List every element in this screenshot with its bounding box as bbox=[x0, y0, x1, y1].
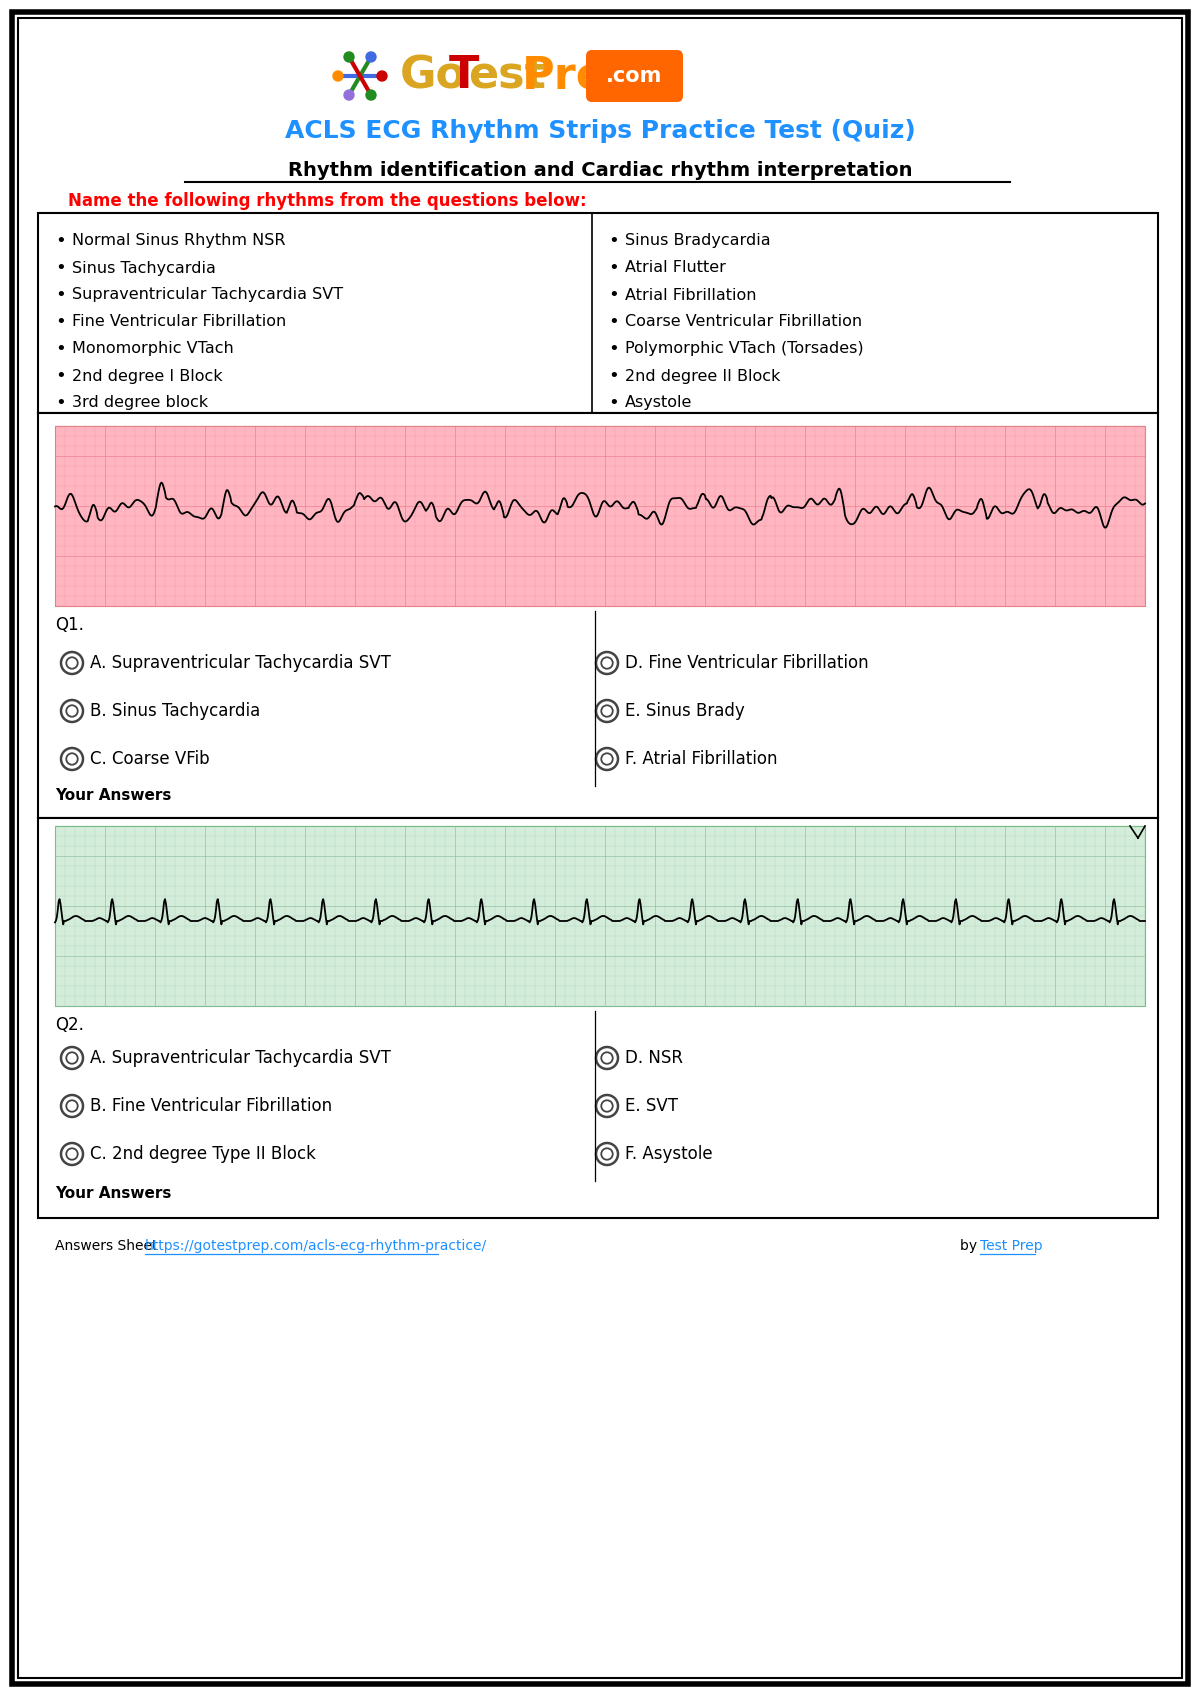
Text: B. Sinus Tachycardia: B. Sinus Tachycardia bbox=[90, 702, 260, 721]
FancyBboxPatch shape bbox=[586, 49, 683, 102]
Text: •: • bbox=[55, 287, 66, 304]
Text: •: • bbox=[608, 232, 619, 249]
Text: •: • bbox=[55, 366, 66, 385]
Text: by: by bbox=[960, 1240, 982, 1253]
Text: C. Coarse VFib: C. Coarse VFib bbox=[90, 750, 210, 768]
Text: Sinus Bradycardia: Sinus Bradycardia bbox=[625, 234, 770, 249]
Text: •: • bbox=[608, 314, 619, 331]
Text: E. Sinus Brady: E. Sinus Brady bbox=[625, 702, 745, 721]
Text: Your Answers: Your Answers bbox=[55, 789, 172, 804]
Text: ACLS ECG Rhythm Strips Practice Test (Quiz): ACLS ECG Rhythm Strips Practice Test (Qu… bbox=[284, 119, 916, 142]
Text: A. Supraventricular Tachycardia SVT: A. Supraventricular Tachycardia SVT bbox=[90, 655, 391, 672]
Text: Monomorphic VTach: Monomorphic VTach bbox=[72, 341, 234, 356]
Text: D. NSR: D. NSR bbox=[625, 1050, 683, 1067]
Circle shape bbox=[366, 90, 376, 100]
Text: Q2.: Q2. bbox=[55, 1016, 84, 1035]
Text: Name the following rhythms from the questions below:: Name the following rhythms from the ques… bbox=[68, 192, 587, 210]
Text: est: est bbox=[468, 54, 546, 97]
Text: •: • bbox=[608, 339, 619, 358]
Text: Test Prep: Test Prep bbox=[980, 1240, 1043, 1253]
Text: •: • bbox=[55, 393, 66, 412]
Text: Sinus Tachycardia: Sinus Tachycardia bbox=[72, 261, 216, 275]
Text: B. Fine Ventricular Fibrillation: B. Fine Ventricular Fibrillation bbox=[90, 1097, 332, 1114]
Text: Normal Sinus Rhythm NSR: Normal Sinus Rhythm NSR bbox=[72, 234, 286, 249]
Text: E. SVT: E. SVT bbox=[625, 1097, 678, 1114]
Text: 2nd degree I Block: 2nd degree I Block bbox=[72, 368, 223, 383]
Text: Atrial Fibrillation: Atrial Fibrillation bbox=[625, 288, 756, 302]
Text: F. Atrial Fibrillation: F. Atrial Fibrillation bbox=[625, 750, 778, 768]
Circle shape bbox=[344, 90, 354, 100]
Text: F. Asystole: F. Asystole bbox=[625, 1145, 713, 1163]
Text: .com: .com bbox=[606, 66, 662, 86]
Text: Supraventricular Tachycardia SVT: Supraventricular Tachycardia SVT bbox=[72, 288, 343, 302]
Text: •: • bbox=[55, 232, 66, 249]
FancyBboxPatch shape bbox=[38, 414, 1158, 817]
Circle shape bbox=[377, 71, 386, 81]
Text: •: • bbox=[608, 287, 619, 304]
Circle shape bbox=[366, 53, 376, 63]
Text: •: • bbox=[55, 314, 66, 331]
Text: Go: Go bbox=[400, 54, 467, 97]
Text: Prep: Prep bbox=[522, 54, 638, 97]
Text: •: • bbox=[55, 259, 66, 276]
Text: 3rd degree block: 3rd degree block bbox=[72, 395, 208, 410]
FancyBboxPatch shape bbox=[38, 214, 1158, 414]
Text: •: • bbox=[608, 259, 619, 276]
Text: C. 2nd degree Type II Block: C. 2nd degree Type II Block bbox=[90, 1145, 316, 1163]
Text: Answers Sheet: Answers Sheet bbox=[55, 1240, 162, 1253]
Text: Polymorphic VTach (Torsades): Polymorphic VTach (Torsades) bbox=[625, 341, 864, 356]
FancyBboxPatch shape bbox=[55, 426, 1145, 605]
Text: https://gotestprep.com/acls-ecg-rhythm-practice/: https://gotestprep.com/acls-ecg-rhythm-p… bbox=[145, 1240, 487, 1253]
Circle shape bbox=[344, 53, 354, 63]
Text: Asystole: Asystole bbox=[625, 395, 692, 410]
Text: •: • bbox=[608, 366, 619, 385]
Text: Atrial Flutter: Atrial Flutter bbox=[625, 261, 726, 275]
Text: A. Supraventricular Tachycardia SVT: A. Supraventricular Tachycardia SVT bbox=[90, 1050, 391, 1067]
Circle shape bbox=[334, 71, 343, 81]
Text: D. Fine Ventricular Fibrillation: D. Fine Ventricular Fibrillation bbox=[625, 655, 869, 672]
Text: •: • bbox=[608, 393, 619, 412]
FancyBboxPatch shape bbox=[38, 817, 1158, 1218]
Text: Q1.: Q1. bbox=[55, 616, 84, 634]
Text: 2nd degree II Block: 2nd degree II Block bbox=[625, 368, 780, 383]
Text: Your Answers: Your Answers bbox=[55, 1187, 172, 1201]
Text: •: • bbox=[55, 339, 66, 358]
Text: Coarse Ventricular Fibrillation: Coarse Ventricular Fibrillation bbox=[625, 314, 862, 329]
Text: T: T bbox=[449, 54, 479, 97]
Text: Fine Ventricular Fibrillation: Fine Ventricular Fibrillation bbox=[72, 314, 287, 329]
Text: Rhythm identification and Cardiac rhythm interpretation: Rhythm identification and Cardiac rhythm… bbox=[288, 161, 912, 180]
FancyBboxPatch shape bbox=[55, 826, 1145, 1006]
